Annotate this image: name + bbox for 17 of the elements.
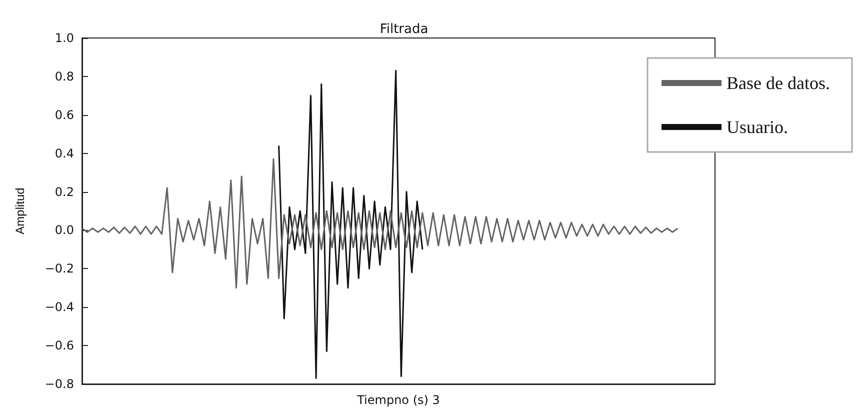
- legend-label: Base de datos.: [726, 73, 830, 93]
- y-tick-label: −0.4: [44, 300, 74, 314]
- y-tick-label: 0.8: [54, 69, 74, 84]
- y-tick-label: 0.4: [54, 146, 74, 160]
- x-axis-title: Tiempno (s) 3: [356, 393, 440, 407]
- y-tick-label: 0.6: [54, 108, 74, 122]
- y-tick-label: −0.6: [44, 338, 74, 353]
- legend-label: Usuario.: [726, 117, 788, 137]
- y-tick-label: −0.2: [44, 262, 74, 276]
- y-tick-label: 0.0: [54, 223, 74, 238]
- line-series: [81, 158, 679, 289]
- y-tick-label: 1.0: [54, 31, 74, 45]
- line-series: [278, 70, 424, 379]
- y-axis-title: Amplitud: [13, 188, 27, 234]
- y-tick-label: −0.8: [44, 377, 74, 391]
- y-tick-label: 0.2: [54, 184, 74, 199]
- chart-title: Filtrada: [380, 22, 428, 37]
